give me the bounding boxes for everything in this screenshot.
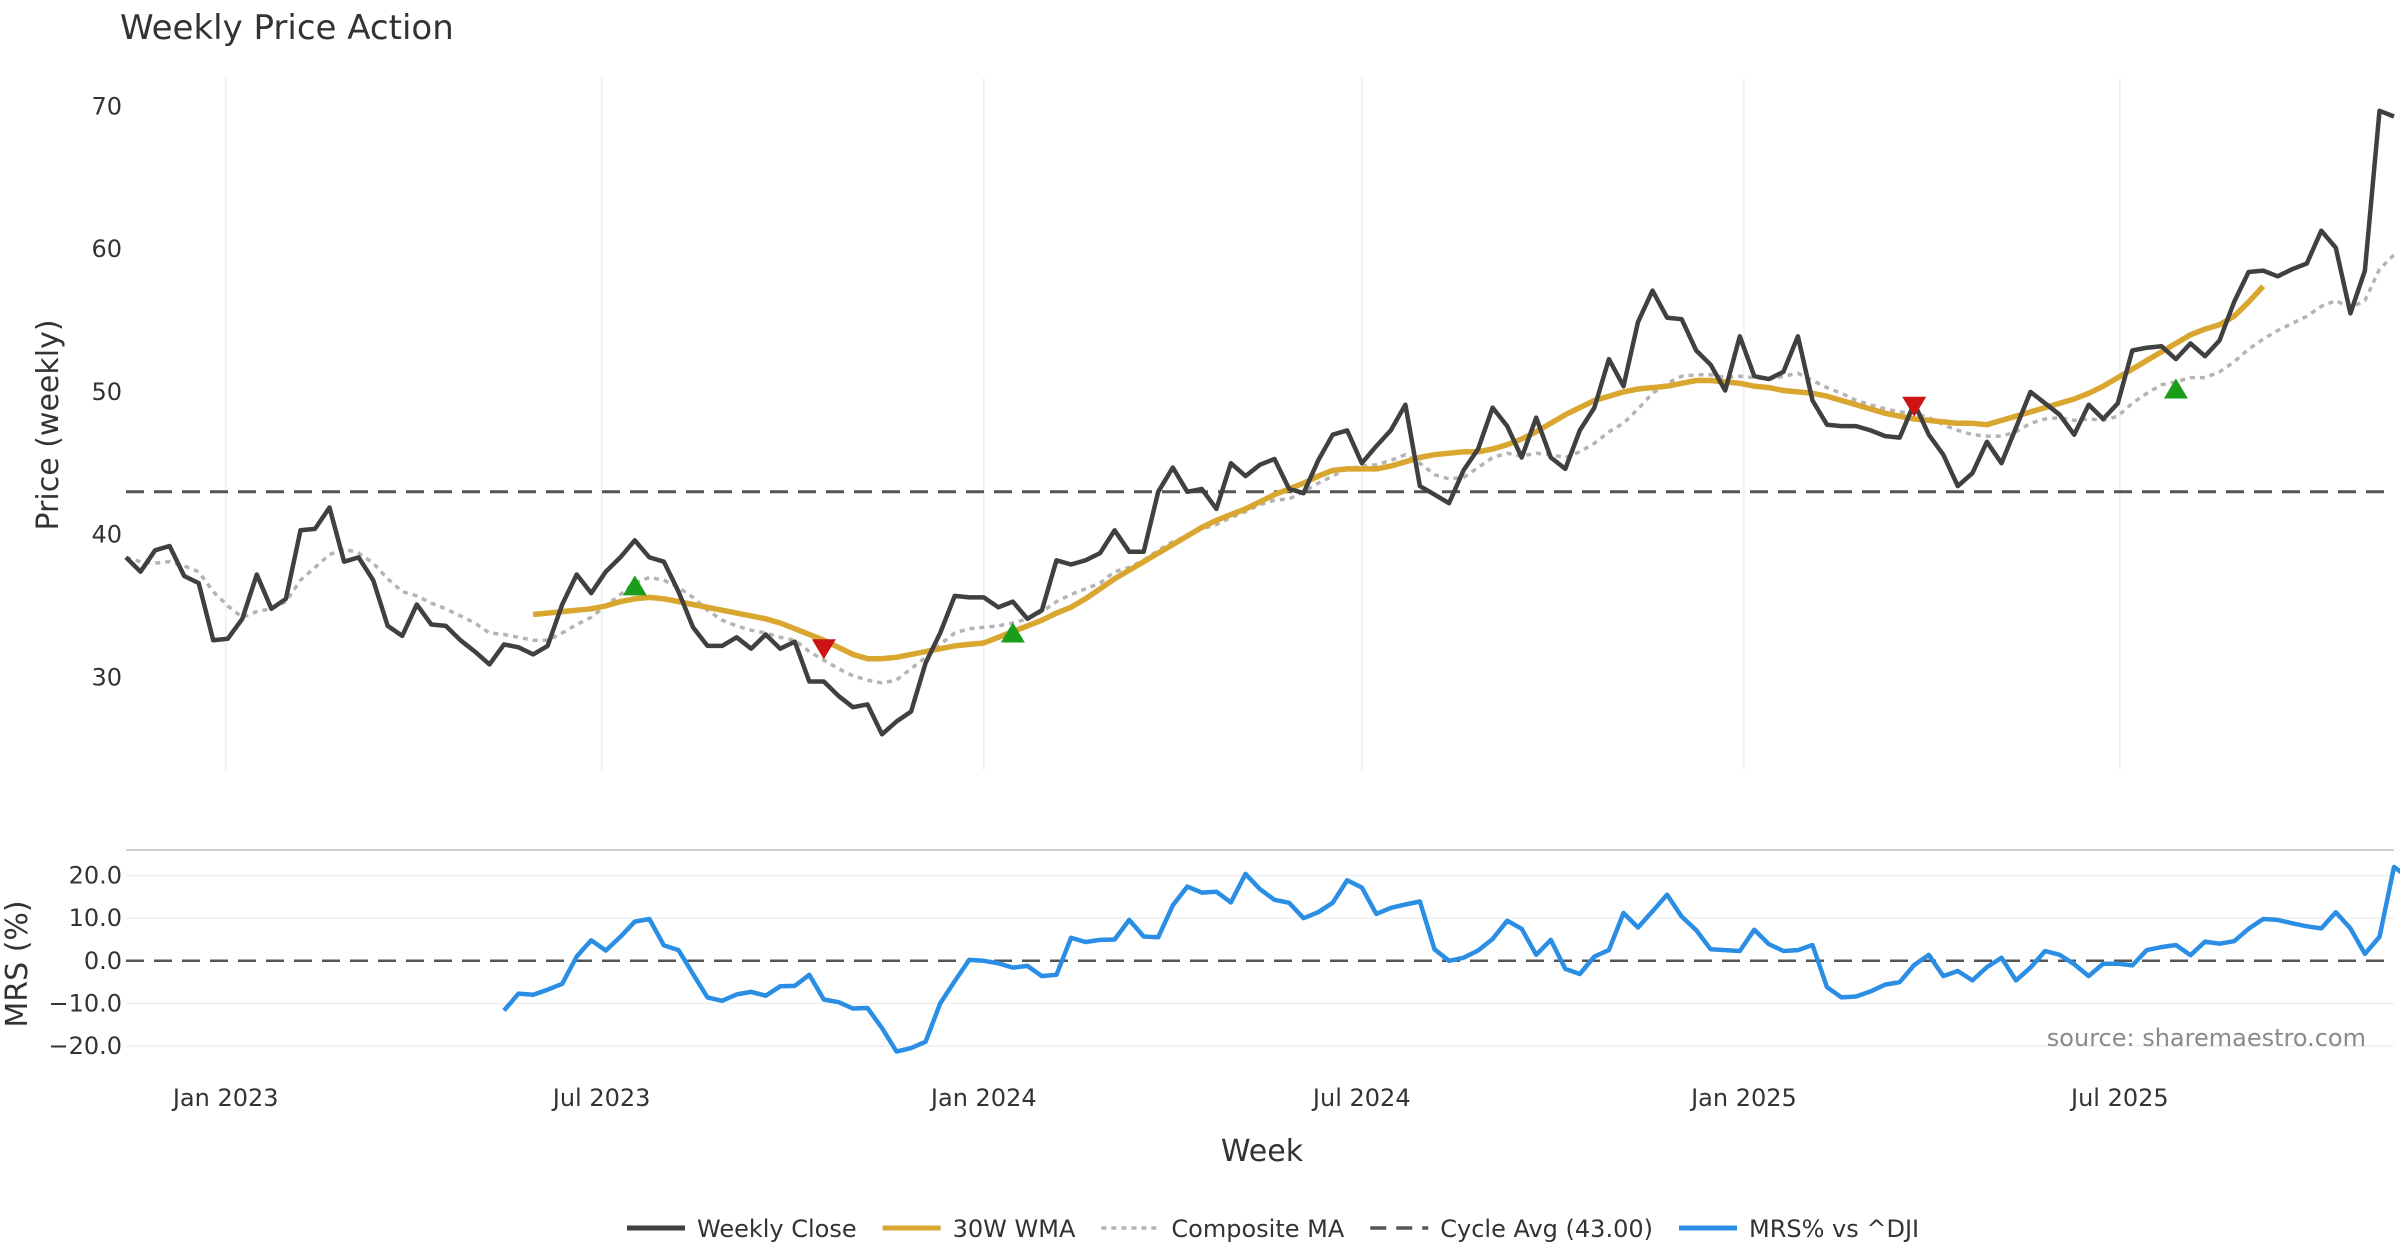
price-y-tick-label: 30 <box>91 663 122 691</box>
price-panel: 30 40 50 60 70 <box>91 78 2396 770</box>
mrs-y-tick-label: 0.0 <box>84 947 122 975</box>
composite-ma-line <box>125 253 2396 685</box>
sell-signal-marker <box>1902 396 1927 417</box>
mrs-y-tick-label: 20.0 <box>69 862 122 890</box>
legend: Weekly Close 30W WMA Composite MA Cycle Avg… <box>627 1215 1919 1243</box>
price-y-axis-title: Price (weekly) <box>31 319 66 530</box>
price-y-tick-label: 50 <box>91 378 122 406</box>
sell-signal-marker <box>811 639 836 660</box>
x-tick-label: Jul 2023 <box>551 1084 651 1112</box>
mrs-line <box>502 864 2400 1054</box>
legend-label: Composite MA <box>1171 1215 1344 1243</box>
buy-signal-marker <box>1000 622 1025 643</box>
legend-item: Weekly Close <box>627 1215 857 1243</box>
mrs-y-tick-label: 10.0 <box>69 904 122 932</box>
x-axis: Jan 2023 Jul 2023 Jan 2024 Jul 2024 Jan 2025… <box>171 1084 2169 1112</box>
x-tick-label: Jan 2023 <box>171 1084 279 1112</box>
mrs-y-tick-label: −10.0 <box>48 989 122 1017</box>
mrs-panel: 20.0 10.0 0.0 −10.0 −20.0 <box>48 849 2400 1060</box>
mrs-y-axis-title: MRS (%) <box>0 900 35 1027</box>
price-y-tick-label: 40 <box>91 521 122 549</box>
legend-label: Cycle Avg (43.00) <box>1440 1215 1653 1243</box>
legend-item: 30W WMA <box>882 1215 1076 1243</box>
x-tick-label: Jan 2024 <box>929 1084 1037 1112</box>
mrs-y-tick-label: −20.0 <box>48 1032 122 1060</box>
x-tick-label: Jul 2025 <box>2069 1084 2169 1112</box>
x-axis-title: Week <box>1221 1134 1304 1169</box>
legend-item: MRS% vs ^DJI <box>1678 1215 1919 1243</box>
weekly-close-line <box>124 108 2395 737</box>
buy-signal-marker <box>622 575 647 596</box>
price-y-tick-label: 70 <box>91 93 122 121</box>
legend-label: MRS% vs ^DJI <box>1749 1215 1919 1243</box>
x-tick-label: Jan 2025 <box>1689 1084 1797 1112</box>
legend-label: Weekly Close <box>697 1215 857 1243</box>
price-y-tick-label: 60 <box>91 235 122 263</box>
legend-item: Composite MA <box>1101 1215 1345 1243</box>
wma-30w-line <box>532 284 2266 662</box>
source-note: source: sharemaestro.com <box>2047 1024 2366 1052</box>
legend-item: Cycle Avg (43.00) <box>1370 1215 1653 1243</box>
chart-title: Weekly Price Action <box>120 8 454 48</box>
buy-signal-marker <box>2163 378 2188 399</box>
legend-label: 30W WMA <box>953 1215 1076 1243</box>
x-tick-label: Jul 2024 <box>1311 1084 1411 1112</box>
